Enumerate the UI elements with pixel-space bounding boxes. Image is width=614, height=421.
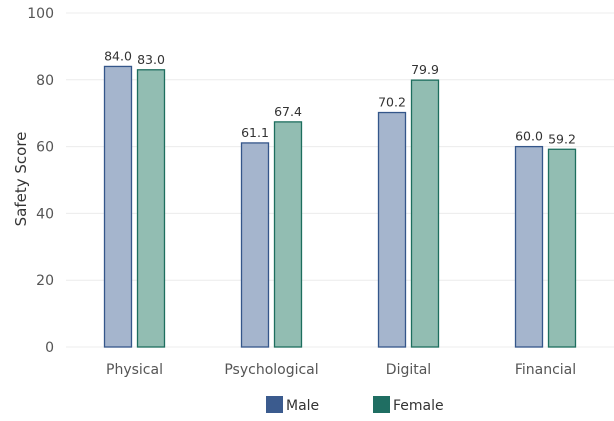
x-tick-label: Financial — [515, 362, 576, 378]
y-tick-label: 100 — [27, 6, 54, 22]
bar — [103, 65, 133, 348]
data-label: 79.9 — [411, 62, 439, 77]
data-label: 70.2 — [378, 95, 406, 110]
legend: Male Female — [266, 396, 444, 414]
data-label: 60.0 — [515, 129, 543, 144]
data-label: 61.1 — [241, 125, 269, 140]
data-labels: 84.0 83.0 61.1 67.4 70.2 79.9 60.0 59.2 — [104, 48, 576, 146]
legend-swatch — [266, 396, 283, 413]
legend-label: Male — [286, 398, 319, 414]
x-tick-label: Psychological — [224, 362, 318, 378]
y-axis-title: Safety Score — [12, 132, 30, 227]
data-label: 84.0 — [104, 48, 132, 63]
legend-swatch — [373, 396, 390, 413]
y-tick-label: 0 — [45, 340, 54, 356]
x-tick-label: Digital — [386, 362, 431, 378]
data-label: 83.0 — [137, 52, 165, 67]
data-label: 59.2 — [548, 131, 576, 146]
bar — [240, 142, 270, 348]
x-tick-label: Physical — [106, 362, 163, 378]
bar — [136, 69, 166, 348]
bar — [547, 148, 577, 348]
bar — [514, 145, 544, 348]
y-tick-label: 80 — [36, 73, 54, 89]
y-tick-label: 20 — [36, 273, 54, 289]
y-axis-ticks: 0 20 40 60 80 100 — [27, 6, 54, 356]
bar — [377, 111, 407, 348]
y-tick-label: 60 — [36, 140, 54, 156]
bars — [103, 65, 577, 348]
bar — [273, 121, 303, 348]
data-label: 67.4 — [274, 104, 302, 119]
bar — [410, 79, 440, 348]
legend-label: Female — [393, 398, 444, 414]
y-tick-label: 40 — [36, 206, 54, 222]
x-axis-categories: Physical Psychological Digital Financial — [106, 362, 576, 378]
